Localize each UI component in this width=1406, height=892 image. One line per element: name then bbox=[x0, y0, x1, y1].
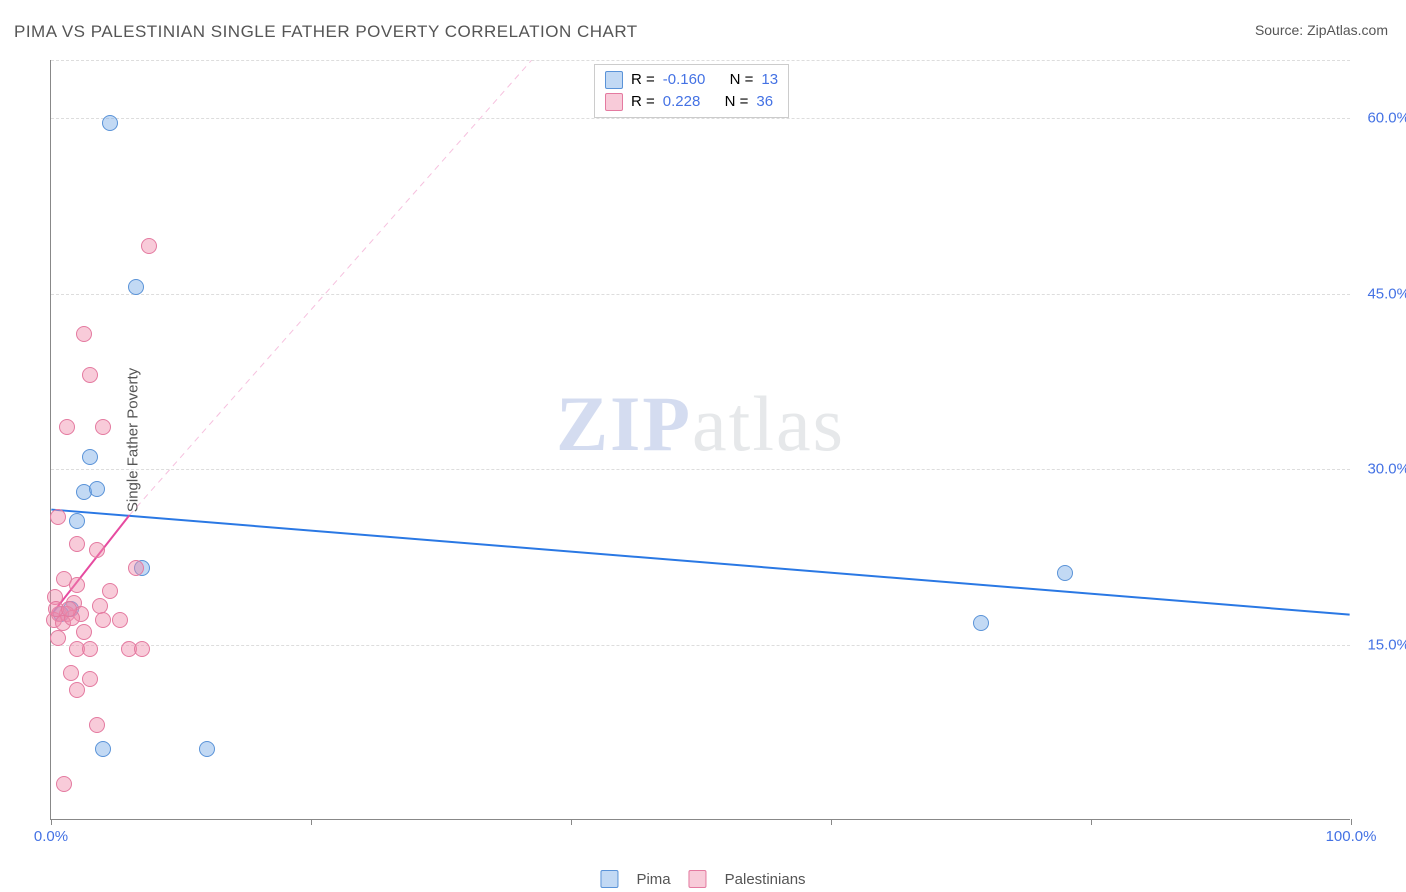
data-point bbox=[95, 741, 111, 757]
data-point bbox=[50, 509, 66, 525]
x-tick bbox=[571, 819, 572, 825]
pima-legend-swatch-icon bbox=[600, 870, 618, 888]
data-point bbox=[50, 630, 66, 646]
data-point bbox=[76, 624, 92, 640]
data-point bbox=[95, 612, 111, 628]
data-point bbox=[69, 577, 85, 593]
data-point bbox=[128, 279, 144, 295]
data-point bbox=[63, 665, 79, 681]
y-tick-label: 60.0% bbox=[1355, 110, 1406, 127]
series-legend: Pima Palestinians bbox=[600, 870, 805, 888]
data-point bbox=[56, 776, 72, 792]
data-point bbox=[89, 542, 105, 558]
data-point bbox=[102, 115, 118, 131]
data-point bbox=[61, 601, 77, 617]
y-axis-label: Single Father Poverty bbox=[125, 367, 142, 511]
palestinians-legend-label: Palestinians bbox=[725, 871, 806, 888]
legend-row-pima: R = -0.160 N = 13 bbox=[605, 69, 778, 91]
pima-r-value: -0.160 bbox=[663, 69, 706, 91]
plot-area: Single Father Poverty ZIPatlas R = -0.16… bbox=[50, 60, 1350, 820]
x-tick bbox=[1351, 819, 1352, 825]
chart-title: PIMA VS PALESTINIAN SINGLE FATHER POVERT… bbox=[14, 22, 638, 42]
gridline bbox=[51, 60, 1350, 61]
data-point bbox=[89, 717, 105, 733]
r-label: R = bbox=[631, 91, 655, 113]
x-tick bbox=[831, 819, 832, 825]
y-tick-label: 45.0% bbox=[1355, 285, 1406, 302]
n-label: N = bbox=[730, 69, 754, 91]
data-point bbox=[69, 513, 85, 529]
data-point bbox=[82, 671, 98, 687]
data-point bbox=[112, 612, 128, 628]
data-point bbox=[69, 682, 85, 698]
palestinians-legend-swatch-icon bbox=[689, 870, 707, 888]
x-tick bbox=[1091, 819, 1092, 825]
palestinians-n-value: 36 bbox=[756, 91, 773, 113]
pima-legend-label: Pima bbox=[636, 871, 670, 888]
y-tick-label: 30.0% bbox=[1355, 461, 1406, 478]
r-label: R = bbox=[631, 69, 655, 91]
watermark: ZIPatlas bbox=[556, 379, 845, 469]
data-point bbox=[128, 560, 144, 576]
palestinians-swatch-icon bbox=[605, 93, 623, 111]
data-point bbox=[134, 641, 150, 657]
gridline bbox=[51, 645, 1350, 646]
gridline bbox=[51, 469, 1350, 470]
y-tick-label: 15.0% bbox=[1355, 636, 1406, 653]
x-tick-label: 100.0% bbox=[1326, 828, 1377, 845]
x-tick-label: 0.0% bbox=[34, 828, 68, 845]
chart-container: PIMA VS PALESTINIAN SINGLE FATHER POVERT… bbox=[0, 0, 1406, 892]
data-point bbox=[973, 615, 989, 631]
x-tick bbox=[311, 819, 312, 825]
legend-row-palestinians: R = 0.228 N = 36 bbox=[605, 91, 778, 113]
watermark-rest: atlas bbox=[692, 380, 845, 467]
pima-swatch-icon bbox=[605, 71, 623, 89]
palestinians-r-value: 0.228 bbox=[663, 91, 701, 113]
data-point bbox=[199, 741, 215, 757]
data-point bbox=[141, 238, 157, 254]
data-point bbox=[95, 419, 111, 435]
trend-lines-svg bbox=[51, 60, 1350, 819]
gridline bbox=[51, 294, 1350, 295]
data-point bbox=[82, 449, 98, 465]
data-point bbox=[59, 419, 75, 435]
x-tick bbox=[51, 819, 52, 825]
n-label: N = bbox=[725, 91, 749, 113]
data-point bbox=[69, 536, 85, 552]
data-point bbox=[76, 326, 92, 342]
pima-n-value: 13 bbox=[761, 69, 778, 91]
data-point bbox=[89, 481, 105, 497]
data-point bbox=[82, 367, 98, 383]
watermark-zip: ZIP bbox=[556, 380, 692, 467]
data-point bbox=[102, 583, 118, 599]
source-label: Source: ZipAtlas.com bbox=[1255, 22, 1388, 38]
gridline bbox=[51, 118, 1350, 119]
data-point bbox=[1057, 565, 1073, 581]
data-point bbox=[82, 641, 98, 657]
stats-legend-box: R = -0.160 N = 13 R = 0.228 N = 36 bbox=[594, 64, 789, 118]
